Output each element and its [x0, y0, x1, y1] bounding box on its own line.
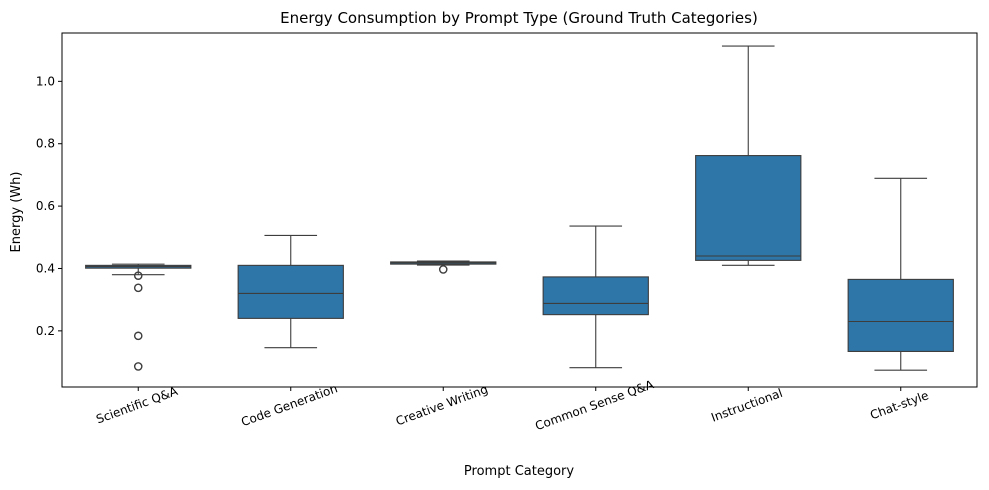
x-tick-label: Code Generation — [239, 381, 339, 429]
outlier-point — [133, 331, 143, 341]
chart-title: Energy Consumption by Prompt Type (Groun… — [280, 9, 758, 27]
outlier-point — [133, 283, 143, 293]
x-tick-label: Creative Writing — [394, 382, 490, 428]
y-axis-label: Energy (Wh) — [9, 172, 24, 253]
y-tick-label: 0.2 — [36, 324, 55, 338]
plot-area: 0.2 0.4 0.6 0.8 1.0 Scientific Q&A Code Genera… — [36, 45, 954, 433]
y-tick-label: 0.8 — [36, 137, 55, 151]
outlier-point — [133, 271, 143, 280]
y-tick-label: 1.0 — [36, 74, 55, 88]
outlier-point — [133, 362, 143, 371]
y-tick-label: 0.6 — [36, 199, 55, 213]
x-tick-label: Common Sense Q&A — [533, 377, 656, 433]
plot-frame — [61, 32, 978, 388]
x-tick-label: Instructional — [709, 386, 784, 425]
x-tick-label: Scientific Q&A — [94, 384, 180, 427]
box-iqr — [847, 278, 954, 352]
outlier-point — [438, 265, 448, 274]
y-tick-label: 0.4 — [36, 261, 55, 275]
x-axis-label: Prompt Category — [464, 464, 574, 479]
x-tick-label: Chat-style — [868, 388, 930, 422]
box-iqr — [237, 264, 344, 319]
box-iqr — [542, 276, 649, 316]
box-iqr — [695, 155, 802, 261]
